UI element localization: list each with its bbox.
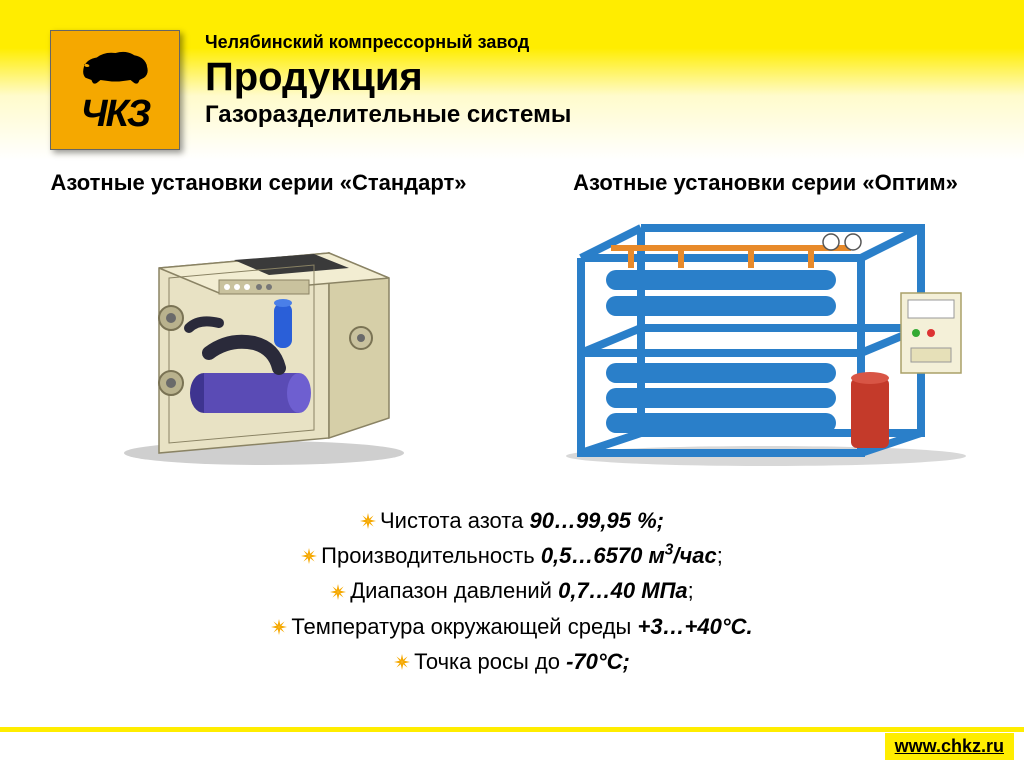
spec-line: Точка росы до -70°С; bbox=[20, 644, 1004, 679]
spec-value: -70°С; bbox=[566, 649, 630, 674]
spec-line: Температура окружающей среды +3…+40°С. bbox=[20, 609, 1004, 644]
logo: ЧКЗ bbox=[50, 30, 180, 150]
company-name: Челябинский компрессорный завод bbox=[205, 32, 571, 53]
bullet-icon bbox=[394, 654, 410, 670]
col-title-left: Азотные установки серии «Стандарт» bbox=[20, 170, 497, 196]
footer-line bbox=[0, 727, 1024, 732]
spec-value: 0,5…6570 м3/час bbox=[541, 543, 717, 568]
spec-after: ; bbox=[688, 578, 694, 603]
spec-after: ; bbox=[717, 543, 723, 568]
spec-label: Температура окружающей среды bbox=[291, 614, 637, 639]
spec-value: 90…99,95 %; bbox=[529, 508, 664, 533]
footer-url[interactable]: www.chkz.ru bbox=[885, 733, 1014, 760]
bullet-icon bbox=[360, 513, 376, 529]
column-standard: Азотные установки серии «Стандарт» bbox=[20, 170, 497, 473]
header-band: ЧКЗ Челябинский компрессорный завод Прод… bbox=[0, 0, 1024, 160]
bullet-icon bbox=[301, 548, 317, 564]
content: Азотные установки серии «Стандарт» bbox=[0, 160, 1024, 679]
bull-icon bbox=[78, 44, 153, 89]
col-title-right: Азотные установки серии «Оптим» bbox=[527, 170, 1004, 196]
spec-line: Производительность 0,5…6570 м3/час; bbox=[20, 538, 1004, 573]
spec-label: Чистота азота bbox=[380, 508, 529, 533]
spec-label: Диапазон давлений bbox=[350, 578, 558, 603]
page-subtitle: Газоразделительные системы bbox=[205, 101, 571, 129]
spec-list: Чистота азота 90…99,95 %;Производительно… bbox=[20, 503, 1004, 679]
columns: Азотные установки серии «Стандарт» bbox=[20, 170, 1004, 473]
equipment-optim-illustration bbox=[551, 208, 981, 468]
header-text: Челябинский компрессорный завод Продукци… bbox=[205, 32, 571, 129]
spec-value: +3…+40°С. bbox=[637, 614, 752, 639]
page-title: Продукция bbox=[205, 55, 571, 99]
spec-value: 0,7…40 МПа bbox=[558, 578, 688, 603]
spec-line: Диапазон давлений 0,7…40 МПа; bbox=[20, 573, 1004, 608]
spec-label: Точка росы до bbox=[414, 649, 566, 674]
bullet-icon bbox=[271, 619, 287, 635]
spec-line: Чистота азота 90…99,95 %; bbox=[20, 503, 1004, 538]
logo-text: ЧКЗ bbox=[81, 93, 150, 136]
spec-label: Производительность bbox=[321, 543, 541, 568]
column-optim: Азотные установки серии «Оптим» bbox=[527, 170, 1004, 473]
equipment-standard-illustration bbox=[89, 208, 429, 468]
bullet-icon bbox=[330, 584, 346, 600]
